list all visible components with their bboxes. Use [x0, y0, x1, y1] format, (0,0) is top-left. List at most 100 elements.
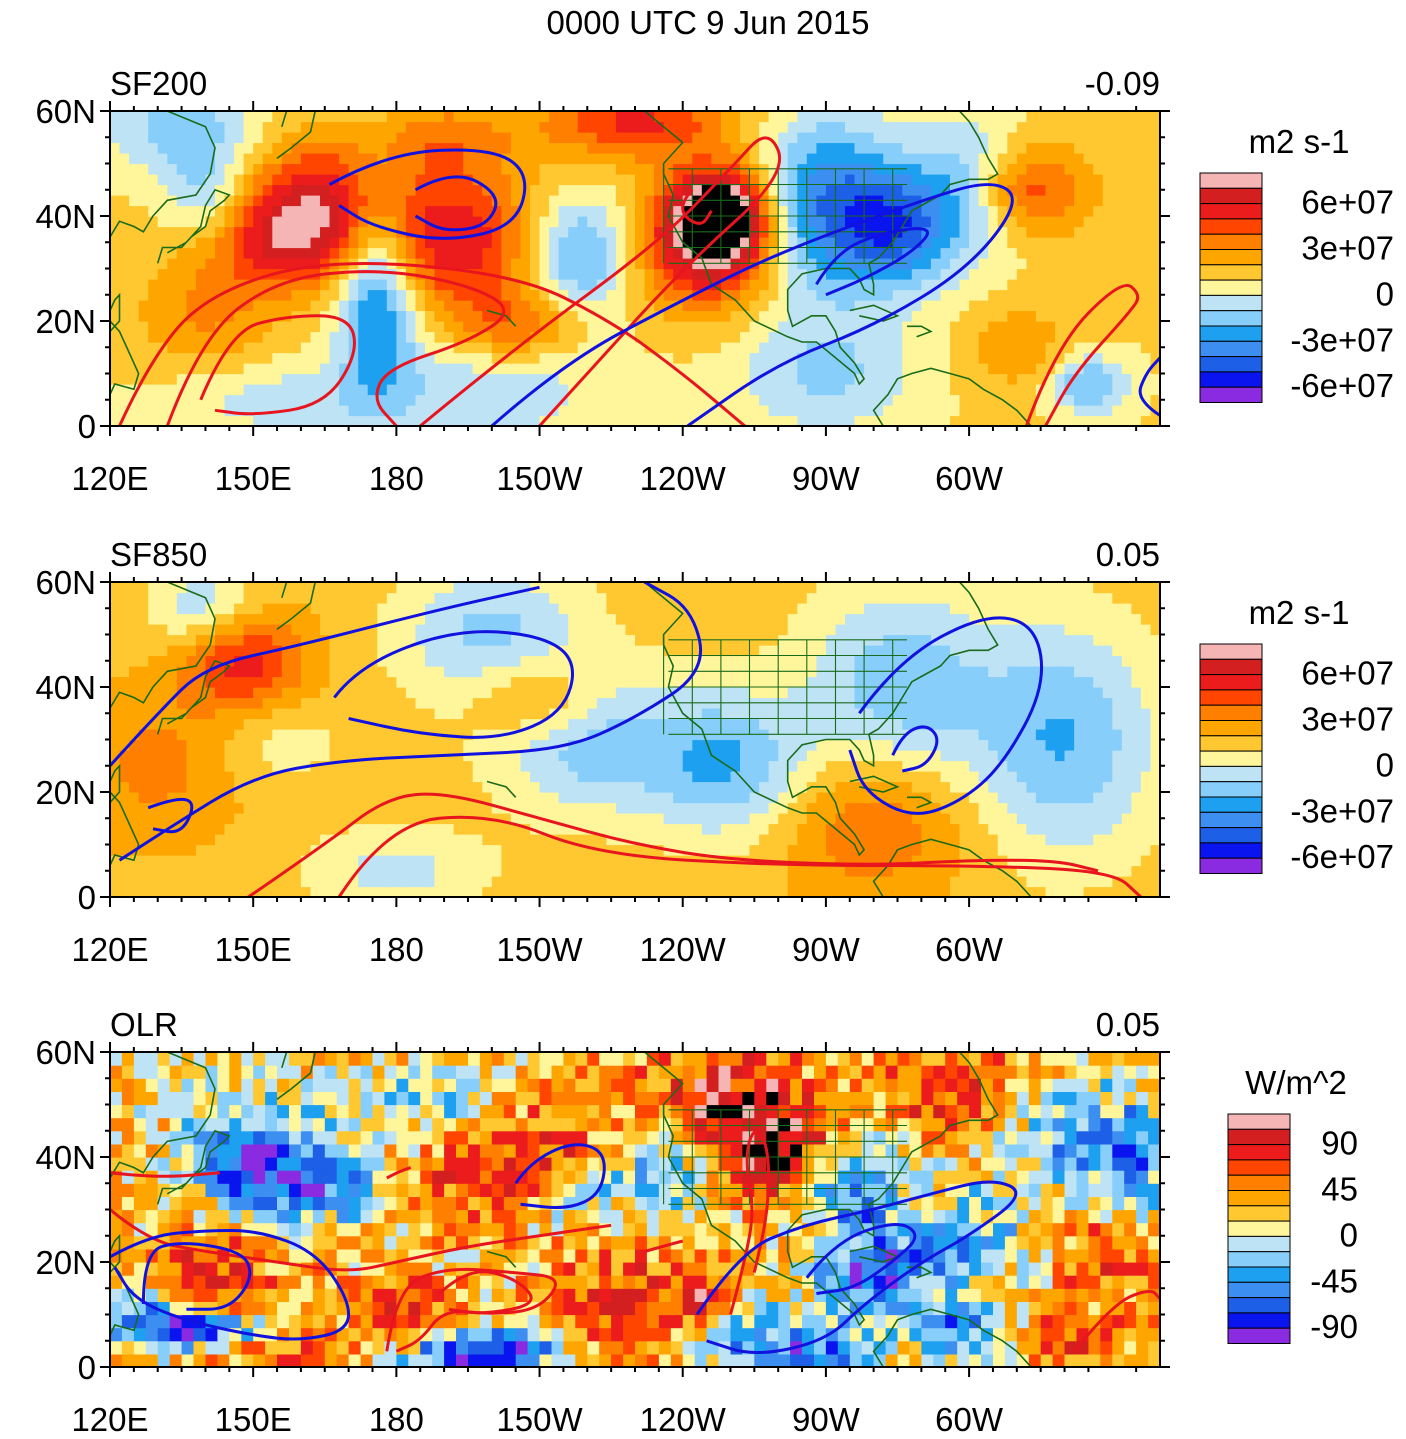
field-cell: [138, 121, 149, 133]
field-cell: [253, 802, 264, 814]
field-cell: [358, 142, 369, 154]
field-cell: [835, 268, 846, 280]
field-cell: [434, 415, 445, 426]
field-cell: [1007, 258, 1018, 270]
field-cell: [1074, 184, 1085, 196]
field-cell: [625, 153, 636, 165]
field-cell: [234, 394, 245, 406]
field-cell: [845, 813, 856, 825]
field-cell: [1016, 384, 1027, 396]
field-cell: [386, 163, 397, 175]
field-cell: [138, 142, 149, 154]
field-cell: [215, 331, 226, 343]
field-cell: [176, 289, 187, 301]
field-cell: [1093, 279, 1104, 291]
field-cell: [329, 886, 340, 897]
field-cell: [1083, 321, 1094, 333]
field-cell: [615, 823, 626, 835]
field-cell: [825, 394, 836, 406]
field-cell: [530, 886, 541, 897]
field-cell: [530, 121, 541, 133]
field-cell: [988, 237, 999, 249]
field-cell: [1121, 216, 1132, 228]
field-cell: [978, 792, 989, 804]
field-cell: [978, 331, 989, 343]
field-cell: [119, 771, 130, 783]
field-cell: [692, 886, 703, 897]
field-cell: [157, 394, 168, 406]
field-cell: [969, 844, 980, 856]
field-cell: [701, 823, 712, 835]
field-cell: [720, 342, 731, 354]
field-cell: [510, 174, 521, 186]
field-cell: [1131, 415, 1142, 426]
field-cell: [663, 184, 674, 196]
field-cell: [1083, 163, 1094, 175]
field-cell: [386, 363, 397, 375]
field-cell: [472, 331, 483, 343]
field-cell: [138, 405, 149, 417]
field-cell: [950, 121, 961, 133]
field-cell: [1121, 415, 1132, 426]
field-cell: [215, 886, 226, 897]
field-cell: [1064, 153, 1075, 165]
field-cell: [997, 205, 1008, 217]
field-cell: [215, 174, 226, 186]
field-cell: [530, 300, 541, 312]
field-cell: [215, 216, 226, 228]
field-cell: [873, 300, 884, 312]
field-cell: [940, 342, 951, 354]
field-cell: [205, 802, 216, 814]
field-cell: [701, 844, 712, 856]
field-cell: [520, 237, 531, 249]
field-cell: [1121, 394, 1132, 406]
field-cell: [425, 865, 436, 877]
field-cell: [119, 781, 130, 793]
field-cell: [587, 760, 598, 772]
field-cell: [635, 750, 646, 762]
field-cell: [663, 886, 674, 897]
field-cell: [148, 865, 159, 877]
field-cell: [310, 247, 321, 259]
field-cell: [940, 226, 951, 238]
field-cell: [577, 352, 588, 364]
field-cell: [530, 792, 541, 804]
field-cell: [902, 174, 913, 186]
field-cell: [749, 237, 760, 249]
field-cell: [1083, 813, 1094, 825]
field-cell: [405, 352, 416, 364]
field-cell: [1064, 205, 1075, 217]
field-cell: [921, 310, 932, 322]
field-cell: [673, 121, 684, 133]
field-cell: [940, 174, 951, 186]
field-cell: [806, 844, 817, 856]
field-cell: [864, 834, 875, 846]
field-cell: [320, 321, 331, 333]
field-cell: [510, 247, 521, 259]
field-cell: [272, 205, 283, 217]
field-cell: [921, 300, 932, 312]
field-cell: [778, 834, 789, 846]
field-cell: [329, 342, 340, 354]
field-cell: [1007, 237, 1018, 249]
field-cell: [329, 237, 340, 249]
field-cell: [663, 142, 674, 154]
field-cell: [539, 405, 550, 417]
field-cell: [778, 352, 789, 364]
field-cell: [1150, 834, 1160, 846]
field-cell: [329, 876, 340, 888]
field-cell: [243, 844, 254, 856]
field-cell: [720, 844, 731, 856]
field-cell: [243, 205, 254, 217]
field-cell: [453, 184, 464, 196]
field-cell: [510, 321, 521, 333]
field-cell: [558, 321, 569, 333]
field-cell: [224, 394, 235, 406]
field-cell: [482, 153, 493, 165]
field-cell: [339, 771, 350, 783]
field-cell: [892, 823, 903, 835]
field-cell: [1121, 373, 1132, 385]
field-cell: [1140, 121, 1151, 133]
field-cell: [1045, 331, 1056, 343]
colorbar-label: 0: [1376, 275, 1394, 312]
